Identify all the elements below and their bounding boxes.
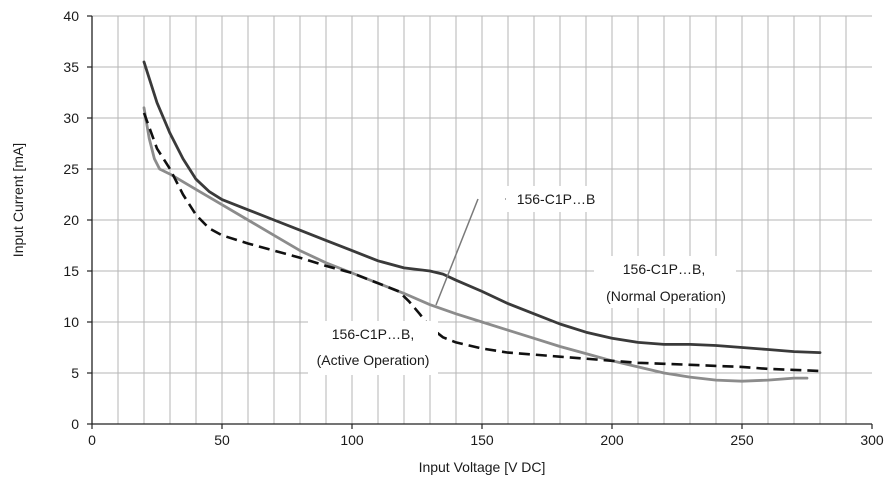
y-tick-label-20: 20	[63, 212, 79, 228]
series-line-2	[142, 106, 809, 383]
annotation-leader-1	[435, 198, 479, 306]
x-tick-label-150: 150	[470, 432, 494, 448]
y-tick-label-25: 25	[63, 161, 79, 177]
x-tick-label-100: 100	[340, 432, 364, 448]
y-tick-label-40: 40	[63, 8, 79, 24]
x-axis-title: Input Voltage [V DC]	[419, 459, 546, 475]
annotation-box-3	[308, 321, 438, 375]
annotation-label-3-line1: 156-C1P…B,	[332, 326, 414, 342]
annotation-label-2-line1: 156-C1P…B,	[623, 261, 705, 277]
y-axis-title: Input Current [mA]	[10, 143, 26, 257]
y-tick-label-5: 5	[71, 365, 79, 381]
x-tick-label-250: 250	[730, 432, 754, 448]
y-tick-label-35: 35	[63, 59, 79, 75]
annotation-label-3-line2: (Active Operation)	[317, 352, 430, 368]
x-tick-label-300: 300	[860, 432, 884, 448]
annotation-label-2-line2: (Normal Operation)	[606, 288, 726, 304]
y-tick-label-0: 0	[71, 416, 79, 432]
axes: 0 5 10 15 20 25 30 35 40 0 50 100 150 200 250 300	[63, 8, 883, 448]
annotation-label-1: 156-C1P…B	[517, 191, 596, 207]
x-tick-label-50: 50	[214, 432, 230, 448]
y-tick-label-10: 10	[63, 314, 79, 330]
grid-lines	[92, 15, 872, 424]
x-tick-label-200: 200	[600, 432, 624, 448]
annotation-box-1	[506, 186, 606, 212]
y-tick-label-30: 30	[63, 110, 79, 126]
y-tick-label-15: 15	[63, 263, 79, 279]
annotation-box-2	[594, 256, 736, 308]
x-tick-label-0: 0	[88, 432, 96, 448]
series-line-1	[142, 60, 822, 354]
